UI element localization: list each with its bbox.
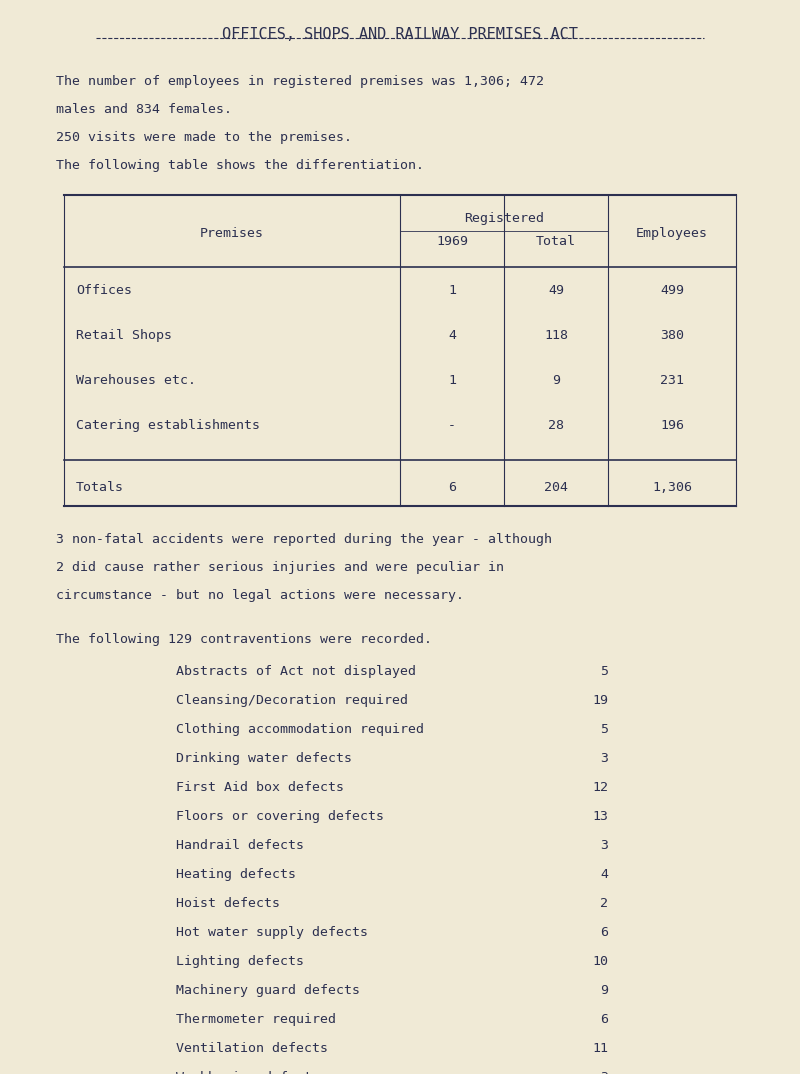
Text: The number of employees in registered premises was 1,306; 472: The number of employees in registered pr…: [56, 75, 544, 88]
Text: 196: 196: [660, 420, 684, 433]
Text: Offices: Offices: [76, 285, 132, 297]
Text: 11: 11: [592, 1042, 608, 1055]
Text: Registered: Registered: [464, 212, 544, 224]
Text: Handrail defects: Handrail defects: [176, 839, 304, 852]
Text: Catering establishments: Catering establishments: [76, 420, 260, 433]
Text: Lighting defects: Lighting defects: [176, 955, 304, 968]
Text: Total: Total: [536, 235, 576, 248]
Text: 9: 9: [552, 375, 560, 388]
Text: 6: 6: [448, 481, 456, 494]
Text: 3: 3: [600, 752, 608, 765]
Text: 204: 204: [544, 481, 568, 494]
Text: Drinking water defects: Drinking water defects: [176, 752, 352, 765]
Text: 4: 4: [448, 330, 456, 343]
Text: 250 visits were made to the premises.: 250 visits were made to the premises.: [56, 131, 352, 144]
Text: 1: 1: [448, 375, 456, 388]
Text: Hoist defects: Hoist defects: [176, 897, 280, 910]
Text: OFFICES, SHOPS AND RAILWAY PREMISES ACT: OFFICES, SHOPS AND RAILWAY PREMISES ACT: [222, 27, 578, 42]
Text: Premises: Premises: [200, 227, 264, 240]
Text: 1,306: 1,306: [652, 481, 692, 494]
Text: circumstance - but no legal actions were necessary.: circumstance - but no legal actions were…: [56, 589, 464, 601]
Text: 3: 3: [600, 1071, 608, 1074]
Text: 1969: 1969: [436, 235, 468, 248]
Text: -: -: [448, 420, 456, 433]
Text: Totals: Totals: [76, 481, 124, 494]
Text: 3: 3: [600, 839, 608, 852]
Text: 5: 5: [600, 723, 608, 736]
Text: Clothing accommodation required: Clothing accommodation required: [176, 723, 424, 736]
Text: males and 834 females.: males and 834 females.: [56, 103, 232, 116]
Text: Abstracts of Act not displayed: Abstracts of Act not displayed: [176, 665, 416, 678]
Text: Heating defects: Heating defects: [176, 868, 296, 881]
Text: 2: 2: [600, 897, 608, 910]
Text: 49: 49: [548, 285, 564, 297]
Text: Retail Shops: Retail Shops: [76, 330, 172, 343]
Text: 9: 9: [600, 984, 608, 997]
Text: The following 129 contraventions were recorded.: The following 129 contraventions were re…: [56, 633, 432, 645]
Text: 19: 19: [592, 694, 608, 707]
Text: Washbasins defects: Washbasins defects: [176, 1071, 320, 1074]
Text: Hot water supply defects: Hot water supply defects: [176, 926, 368, 939]
Text: Ventilation defects: Ventilation defects: [176, 1042, 328, 1055]
Text: 499: 499: [660, 285, 684, 297]
Text: 118: 118: [544, 330, 568, 343]
Text: 13: 13: [592, 810, 608, 823]
Text: Floors or covering defects: Floors or covering defects: [176, 810, 384, 823]
Text: 380: 380: [660, 330, 684, 343]
Text: 6: 6: [600, 926, 608, 939]
Text: 3 non-fatal accidents were reported during the year - although: 3 non-fatal accidents were reported duri…: [56, 533, 552, 546]
Text: Warehouses etc.: Warehouses etc.: [76, 375, 196, 388]
Text: 231: 231: [660, 375, 684, 388]
Text: 12: 12: [592, 781, 608, 794]
Text: The following table shows the differentiation.: The following table shows the differenti…: [56, 159, 424, 172]
Text: 4: 4: [600, 868, 608, 881]
Text: 28: 28: [548, 420, 564, 433]
Text: Thermometer required: Thermometer required: [176, 1013, 336, 1026]
Text: First Aid box defects: First Aid box defects: [176, 781, 344, 794]
Text: Cleansing/Decoration required: Cleansing/Decoration required: [176, 694, 408, 707]
Text: 2 did cause rather serious injuries and were peculiar in: 2 did cause rather serious injuries and …: [56, 561, 504, 574]
Text: Machinery guard defects: Machinery guard defects: [176, 984, 360, 997]
Text: Employees: Employees: [636, 227, 708, 240]
Text: 5: 5: [600, 665, 608, 678]
Text: 6: 6: [600, 1013, 608, 1026]
Text: 1: 1: [448, 285, 456, 297]
Text: 10: 10: [592, 955, 608, 968]
